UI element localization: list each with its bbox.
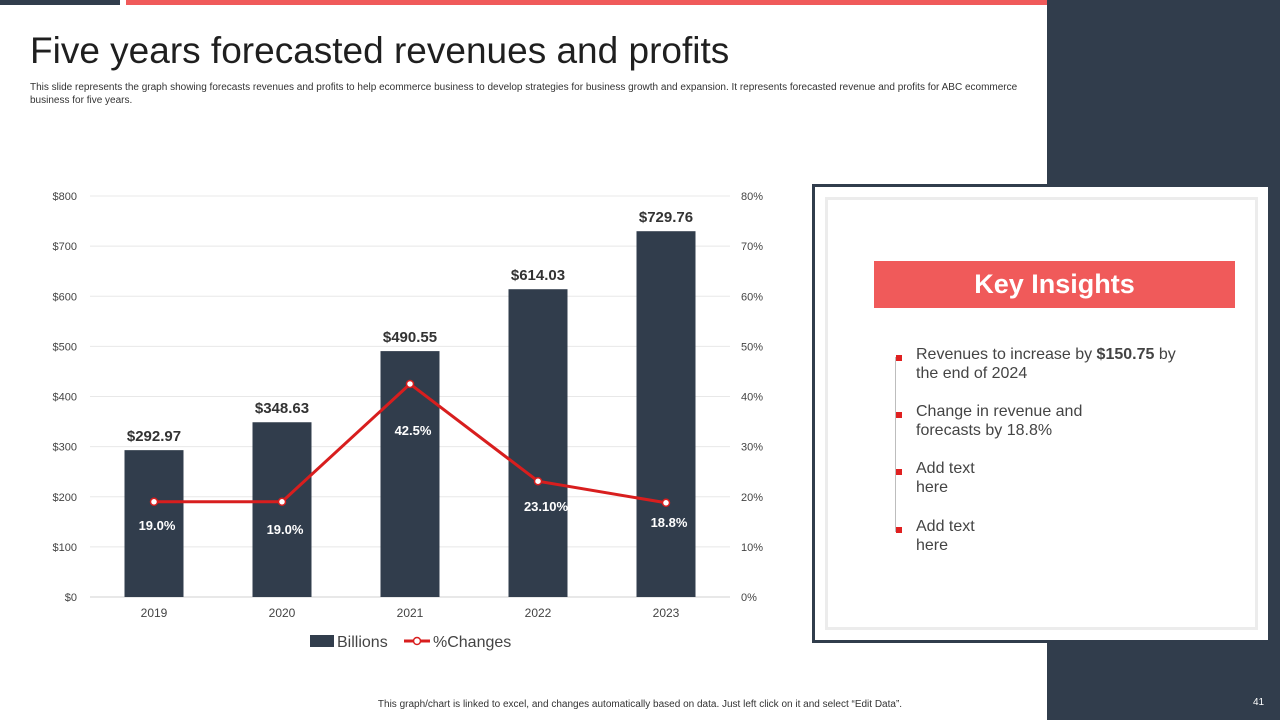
y-right-tick-label: 0% [741, 592, 757, 604]
y-right-tick-label: 50% [741, 341, 763, 353]
y-right-tick-label: 60% [741, 291, 763, 303]
y-left-tick-label: $200 [53, 492, 77, 504]
change-label: 23.10% [524, 499, 569, 514]
insight-text: Add text here [916, 518, 975, 554]
x-tick-label: 2023 [653, 606, 680, 620]
change-point [533, 476, 543, 486]
bar-value-label: $729.76 [639, 209, 693, 226]
y-left-tick-label: $0 [65, 592, 77, 604]
y-right-tick-label: 10% [741, 542, 763, 554]
change-label: 19.0% [139, 518, 176, 533]
change-point [405, 379, 415, 389]
y-left-tick-label: $100 [53, 542, 77, 554]
y-right-tick-label: 40% [741, 392, 763, 404]
key-insights-inner: Key Insights Revenues to increase by $15… [825, 197, 1258, 630]
bar-value-label: $348.63 [255, 400, 309, 417]
bar [508, 289, 568, 597]
legend-swatch-marker [412, 636, 422, 646]
slide-subtitle: This slide represents the graph showing … [30, 82, 1018, 106]
bar-value-label: $292.97 [127, 428, 181, 445]
top-accent-bar-red [126, 0, 1047, 5]
bar [124, 450, 184, 597]
x-tick-label: 2019 [141, 606, 168, 620]
page-number: 41 [1253, 697, 1265, 708]
insights-timeline-line [895, 357, 896, 532]
x-tick-label: 2020 [269, 606, 296, 620]
change-label: 18.8% [651, 515, 688, 530]
revenue-chart: $0 $100 $200 $300 $400 $500 $600 $700 $800 0% 10% 2… [53, 191, 764, 651]
y-right-tick-label: 20% [741, 492, 763, 504]
slide-title: Five years forecasted revenues and profi… [30, 30, 730, 71]
x-tick-label: 2022 [525, 606, 552, 620]
insight-text: Revenues to increase by $150.75 by the e… [916, 346, 1176, 382]
y-right-tick-label: 30% [741, 442, 763, 454]
key-insights-panel: Key Insights Revenues to increase by $15… [812, 184, 1271, 643]
change-point [149, 497, 159, 507]
footer-note: This graph/chart is linked to excel, and… [377, 699, 903, 710]
bullet-icon [896, 412, 902, 418]
y-left-tick-label: $700 [53, 241, 77, 253]
top-accent-bar-dark [0, 0, 120, 5]
x-tick-label: 2021 [397, 606, 424, 620]
y-left-tick-label: $300 [53, 442, 77, 454]
legend-label: %Changes [433, 634, 511, 651]
bullet-icon [896, 469, 902, 475]
y-right-tick-label: 80% [741, 191, 763, 203]
change-label: 42.5% [395, 423, 432, 438]
y-left-tick-label: $400 [53, 392, 77, 404]
bar [380, 351, 440, 597]
change-point [277, 497, 287, 507]
bullet-icon [896, 355, 902, 361]
y-right-tick-label: 70% [741, 241, 763, 253]
y-left-tick-label: $800 [53, 191, 77, 203]
bullet-icon [896, 527, 902, 533]
key-insights-title: Key Insights [874, 261, 1235, 308]
insight-text: Add text here [916, 460, 975, 496]
change-label: 19.0% [267, 522, 304, 537]
legend-swatch-bar [310, 635, 334, 647]
insight-text: Change in revenue and forecasts by 18.8% [916, 403, 1083, 439]
bar [252, 422, 312, 597]
y-left-tick-label: $600 [53, 291, 77, 303]
bar-value-label: $614.03 [511, 267, 565, 284]
change-point [661, 498, 671, 508]
bar [636, 231, 696, 597]
legend-label: Billions [337, 634, 388, 651]
bar-value-label: $490.55 [383, 329, 437, 346]
y-left-tick-label: $500 [53, 341, 77, 353]
